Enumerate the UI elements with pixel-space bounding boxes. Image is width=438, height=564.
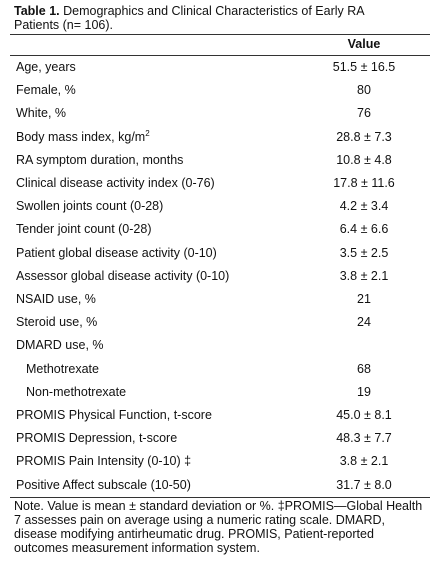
- row-label: DMARD use, %: [16, 338, 104, 353]
- row-value: 28.8 ± 7.3: [336, 129, 392, 144]
- row-value: 48.3 ± 7.7: [336, 431, 392, 446]
- table-row: Assessor global disease activity (0-10) 3…: [0, 265, 438, 288]
- table-row: Swollen joints count (0-28) 4.2 ± 3.4: [0, 195, 438, 218]
- row-label: PROMIS Physical Function, t-score: [16, 408, 212, 422]
- rule: [10, 497, 430, 498]
- header-row: Value: [0, 33, 438, 56]
- row-label: PROMIS Pain Intensity (0-10) ‡: [16, 454, 192, 469]
- row-value: 24: [357, 315, 371, 330]
- table-row: NSAID use, % 21: [0, 288, 438, 311]
- table-row: Steroid use, % 24: [0, 311, 438, 334]
- row-value: 6.4 ± 6.6: [339, 222, 389, 237]
- table-row: Tender joint count (0-28) 6.4 ± 6.6: [0, 218, 438, 241]
- table-row: Age, years 51.5 ± 16.5: [0, 56, 438, 79]
- table-row: RA symptom duration, months 10.8 ± 4.8: [0, 149, 438, 172]
- table-title: Table 1. Demographics and Clinical Chara…: [14, 4, 374, 32]
- row-label: PROMIS Depression, t-score: [16, 431, 178, 446]
- rule: [10, 34, 430, 35]
- row-value: 17.8 ± 11.6: [333, 176, 395, 190]
- table-row: Positive Affect subscale (10-50) 31.7 ± 8…: [0, 474, 438, 497]
- table-row: PROMIS Depression, t-score 48.3 ± 7.7: [0, 427, 438, 450]
- table-row: White, % 76: [0, 102, 438, 125]
- row-value: 3.5 ± 2.5: [339, 245, 389, 260]
- row-value: 3.8 ± 2.1: [339, 454, 389, 469]
- row-label: Non-methotrexate: [26, 384, 127, 399]
- row-value: 76: [357, 106, 371, 121]
- row-label: Positive Affect subscale (10-50): [16, 477, 191, 492]
- row-label: Age, years: [16, 60, 76, 74]
- table-row: Clinical disease activity index (0-76) 17…: [0, 172, 438, 195]
- row-value: 31.7 ± 8.0: [336, 477, 392, 492]
- row-label: Clinical disease activity index (0-76): [16, 176, 215, 190]
- table-row: PROMIS Pain Intensity (0-10) ‡ 3.8 ± 2.1: [0, 450, 438, 473]
- title-text: Demographics and Clinical Characteristic…: [14, 4, 364, 32]
- table-row: Female, % 80: [0, 79, 438, 102]
- row-value: 51.5 ± 16.5: [332, 60, 396, 74]
- table-number: Table 1.: [14, 4, 60, 18]
- rule: [10, 55, 430, 56]
- row-label: Body mass index, kg/m2: [16, 128, 150, 144]
- row-value: 19: [357, 384, 371, 399]
- table-row: Body mass index, kg/m2 28.8 ± 7.3: [0, 126, 438, 149]
- superscript: 2: [145, 128, 150, 138]
- row-label: Swollen joints count (0-28): [16, 199, 164, 214]
- row-label: RA symptom duration, months: [16, 152, 184, 167]
- row-label: Assessor global disease activity (0-10): [16, 268, 230, 283]
- row-label: Steroid use, %: [16, 315, 98, 330]
- row-value: 10.8 ± 4.8: [336, 152, 392, 167]
- table-row: Patient global disease activity (0-10) 3.…: [0, 242, 438, 265]
- row-label: Patient global disease activity (0-10): [16, 245, 217, 260]
- row-label: Methotrexate: [26, 361, 99, 376]
- row-value: 3.8 ± 2.1: [339, 268, 389, 283]
- row-value: 45.0 ± 8.1: [336, 408, 392, 422]
- row-value: 21: [357, 292, 371, 306]
- row-label: NSAID use, %: [16, 292, 96, 306]
- table-row: Non-methotrexate 19: [0, 381, 438, 404]
- column-header: Value: [347, 37, 381, 51]
- table-row: DMARD use, %: [0, 334, 438, 357]
- table-note: Note. Value is mean ± standard deviation…: [14, 499, 423, 555]
- table-row: Methotrexate 68: [0, 358, 438, 381]
- row-value: 4.2 ± 3.4: [339, 199, 389, 214]
- row-label: Female, %: [16, 83, 76, 98]
- row-label: White, %: [16, 106, 67, 121]
- row-label: Tender joint count (0-28): [16, 222, 152, 237]
- row-value: 68: [357, 361, 371, 376]
- row-value: 80: [357, 83, 371, 98]
- table-row: PROMIS Physical Function, t-score 45.0 ± …: [0, 404, 438, 427]
